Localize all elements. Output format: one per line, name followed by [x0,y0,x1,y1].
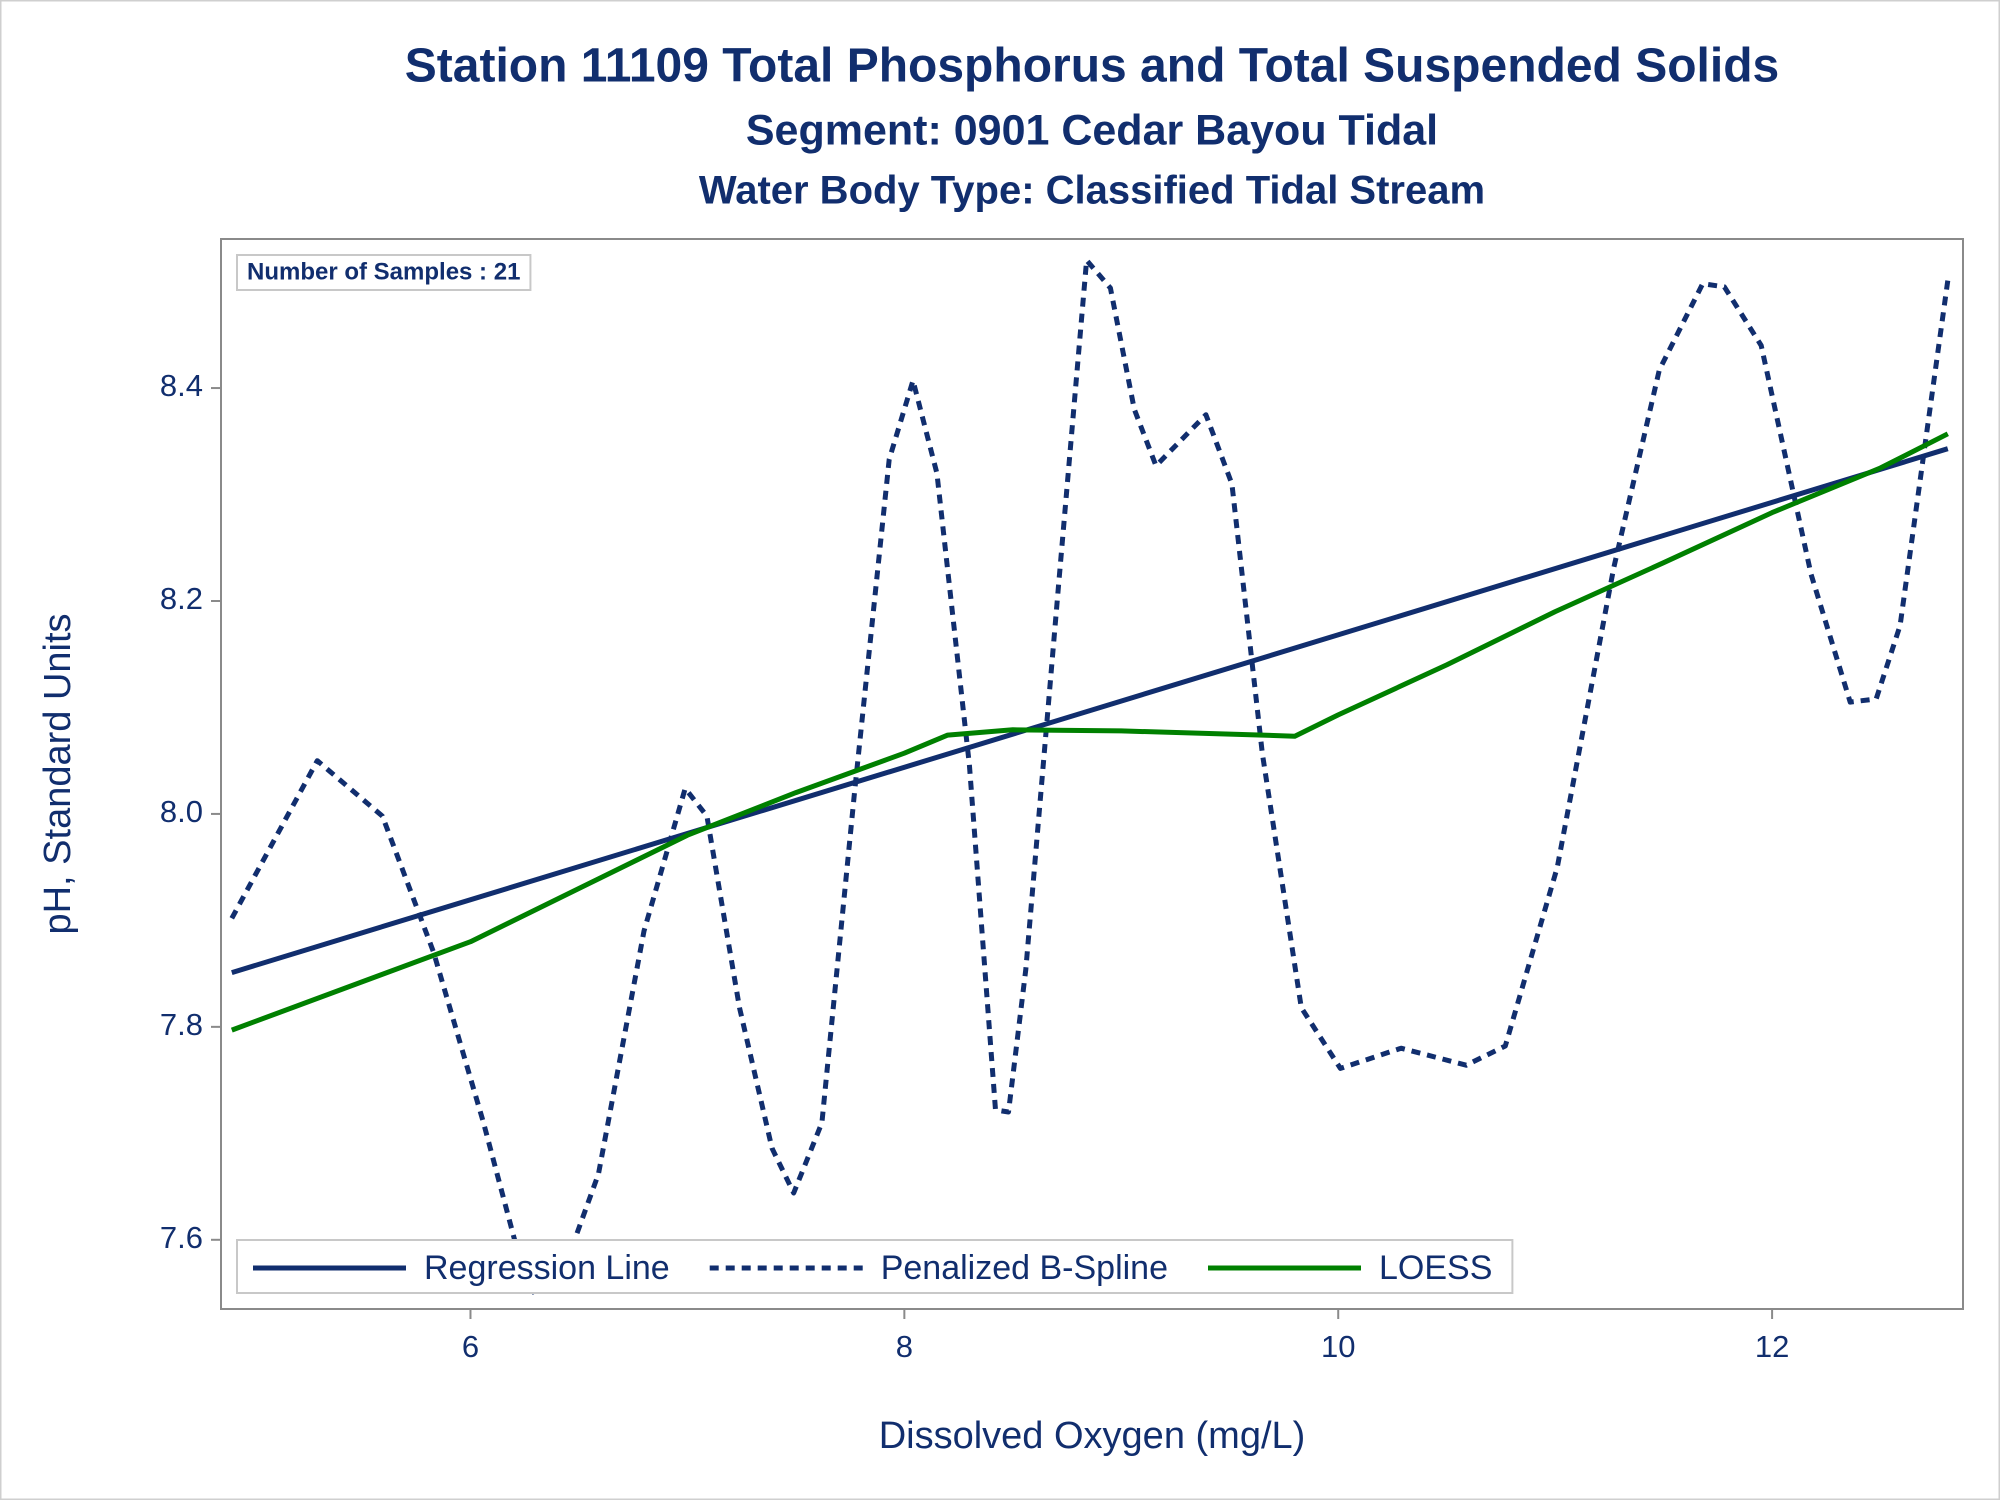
y-tick-label: 8.2 [160,581,203,616]
y-axis-label: pH, Standard Units [37,613,79,934]
plot-frame [220,238,1964,1310]
legend: Regression Line Penalized B-Spline LOESS [236,1239,1514,1294]
y-tick-label: 8.0 [160,794,203,829]
chart-subtitle: Water Body Type: Classified Tidal Stream [699,169,1485,213]
series-line [231,446,1949,975]
x-axis-label: Dissolved Oxygen (mg/L) [879,1415,1306,1457]
y-tick-label: 8.4 [160,368,203,403]
x-tick-label: 8 [896,1329,913,1364]
series-line [230,431,1949,1033]
legend-label: LOESS [1379,1249,1492,1287]
chart-title: Station 11109 Total Phosphorus and Total… [405,40,1779,93]
y-tick-label: 7.6 [160,1220,203,1255]
y-tick-label: 7.8 [160,1007,203,1042]
x-tick-label: 12 [1755,1329,1789,1364]
x-tick-label: 6 [462,1329,479,1364]
annotation-box [236,254,532,291]
legend-label: Penalized B-Spline [881,1249,1168,1287]
chart-subtitle: Segment: 0901 Cedar Bayou Tidal [746,106,1438,154]
x-tick-label: 10 [1321,1329,1355,1364]
legend-label: Regression Line [424,1249,670,1287]
annotation: Number of Samples : 21 [236,254,532,291]
annotation-text: Number of Samples : 21 [247,258,520,285]
